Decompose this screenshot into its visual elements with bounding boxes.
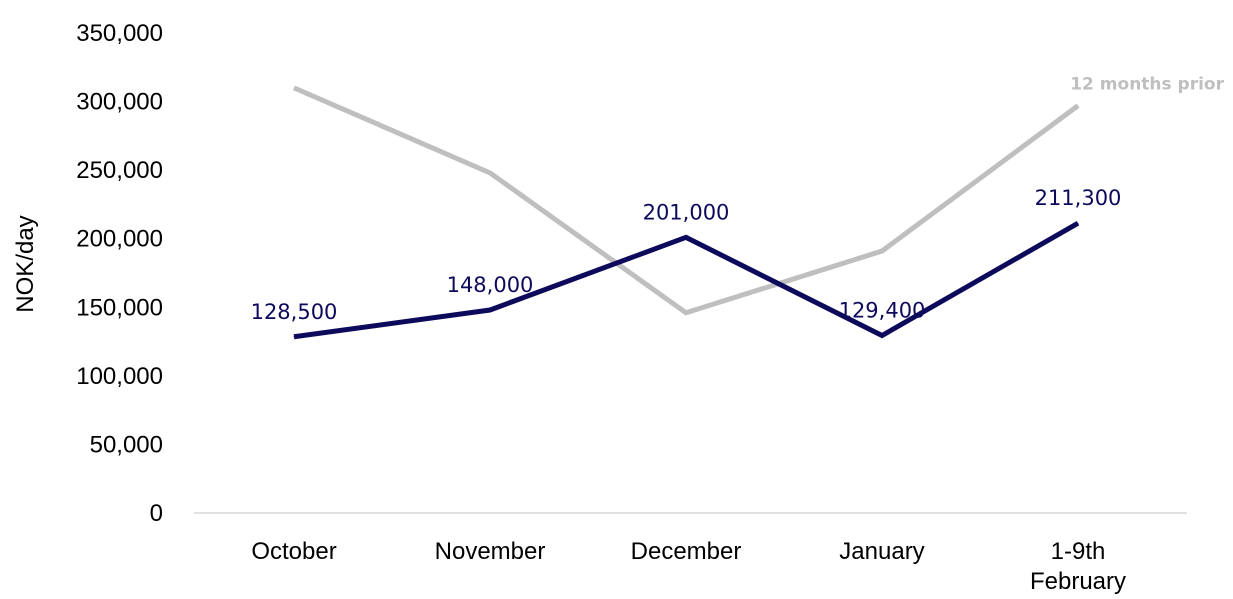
y-tick-label: 300,000	[76, 89, 163, 116]
y-tick-label: 100,000	[76, 363, 163, 390]
x-tick-label: October	[251, 538, 336, 565]
y-tick-label: 350,000	[76, 20, 163, 47]
y-tick-label: 150,000	[76, 294, 163, 321]
series-layer	[293, 85, 1080, 340]
data-point	[1077, 222, 1079, 224]
data-point	[293, 336, 295, 338]
data-labels-layer: 128,500 148,000 201,000 129,400 211,300 12 mo…	[251, 75, 1225, 324]
data-point	[1077, 105, 1079, 107]
x-tick-label: January	[839, 538, 924, 565]
y-tick-label: 200,000	[76, 226, 163, 253]
x-tick-label-line: October	[251, 538, 336, 565]
series-label-12-months-prior: 12 months prior	[1070, 75, 1224, 95]
x-tick-label: December	[631, 538, 742, 565]
series-line-primary	[293, 221, 1080, 340]
x-tick-label-line: December	[631, 538, 742, 565]
x-tick-label-line: January	[839, 538, 924, 565]
data-point	[489, 309, 491, 311]
data-label: 211,300	[1035, 186, 1122, 210]
x-tick-label: 1-9th February	[1030, 538, 1126, 595]
data-point	[685, 312, 687, 314]
y-axis-title: NOK/day	[12, 215, 39, 312]
data-label: 129,400	[839, 299, 926, 323]
data-label: 128,500	[251, 300, 338, 324]
x-tick-label-line: February	[1030, 568, 1126, 595]
x-tick-label-line: November	[435, 538, 546, 565]
data-point	[881, 335, 883, 337]
data-label: 148,000	[447, 273, 534, 297]
y-tick-label: 50,000	[90, 431, 163, 458]
data-point	[293, 87, 295, 89]
data-point	[881, 250, 883, 252]
data-point	[489, 172, 491, 174]
y-axis-ticks: 0 50,000 100,000 150,000 200,000 250,000 300,0…	[76, 20, 163, 527]
data-label: 201,000	[643, 200, 730, 224]
x-axis-ticks: October November December January 1-9th Febru…	[251, 538, 1126, 595]
x-tick-label: November	[435, 538, 546, 565]
data-point	[685, 236, 687, 238]
y-tick-label: 0	[150, 500, 163, 527]
y-tick-label: 250,000	[76, 157, 163, 184]
x-tick-label-line: 1-9th	[1051, 538, 1106, 565]
